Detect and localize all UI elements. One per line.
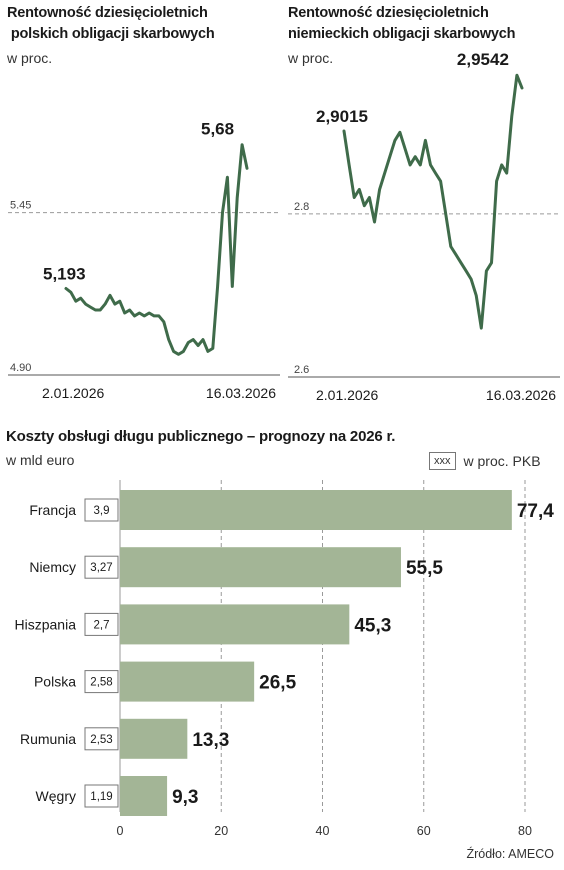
pct-gdp-value: 2,7 [94,619,110,631]
category-label: Polska [34,674,76,690]
pl-chart-title-line2: polskich obligacji skarbowych [7,26,215,42]
x-start-label: 2.01.2026 [316,387,378,403]
category-label: Francja [29,502,76,518]
de-chart-title-line2: niemieckich obligacji skarbowych [288,26,516,42]
bar-value-label: 13,3 [192,730,229,751]
pct-gdp-box [84,670,119,694]
category-label: Niemcy [29,559,76,575]
pl-line-chart: 5.45 4.90 2.01.2026 16.03.2026 5,193 5,68 [8,120,280,401]
y-tick-label: 2.8 [294,201,309,213]
category-label: Rumunia [20,731,76,747]
y-tick-label: 4.90 [10,362,31,374]
legend-pct-box: xxx [429,452,456,470]
pct-gdp-box [84,555,119,579]
bar [120,718,188,759]
bar [120,661,255,702]
first-value-label: 2,9015 [316,107,368,126]
costs-bar-chart: 0 20 40 60 80 Francja 3,9 77,4 Niemcy 3,27 55,5 His… [15,480,554,838]
bar [120,547,401,588]
yield-line [342,73,524,330]
pct-gdp-value: 2,53 [90,734,112,746]
pct-gdp-value: 3,9 [94,505,110,517]
bar-value-label: 77,4 [517,501,554,522]
pct-gdp-value: 1,19 [90,791,112,803]
bar-value-label: 45,3 [354,615,391,636]
pct-gdp-box [84,727,119,751]
bar [120,776,168,816]
costs-chart-title: Koszty obsługi długu publicznego – progn… [6,428,396,445]
pl-yield-panel: Rentowność dziesięcioletnich polskich ob… [0,0,282,410]
x-start-label: 2.01.2026 [42,385,104,401]
pct-gdp-value: 3,27 [90,562,112,574]
pl-chart-title-line1: Rentowność dziesięcioletnich [7,5,208,21]
category-label: Hiszpania [15,616,77,632]
de-chart-title-line1: Rentowność dziesięcioletnich [288,5,489,21]
first-value-label: 5,193 [43,264,86,283]
pct-gdp-box [84,612,119,636]
x-tick-label: 20 [214,824,228,838]
x-tick-label: 40 [316,824,330,838]
y-tick-label: 5.45 [10,200,31,212]
yield-line [64,143,249,356]
de-line-chart: 2.8 2.6 2.01.2026 16.03.2026 2,9015 2,9542 [288,50,560,403]
x-end-label: 16.03.2026 [206,385,276,401]
y-tick-label: 2.6 [294,364,309,376]
x-tick-label: 0 [117,824,124,838]
bar-value-label: 55,5 [406,558,443,579]
pct-gdp-value: 2,58 [90,677,112,689]
costs-chart-unit: w mld euro [6,452,75,468]
pct-gdp-box [84,784,119,808]
pct-gdp-box [84,498,119,522]
x-tick-label: 80 [518,824,532,838]
pl-chart-unit: w proc. [7,50,53,66]
bar-value-label: 9,3 [172,787,198,808]
x-end-label: 16.03.2026 [486,387,556,403]
legend-pct-label: w proc. PKB [463,453,541,469]
last-value-label: 2,9542 [457,50,509,69]
de-yield-panel: Rentowność dziesięcioletnich niemieckich… [282,0,564,410]
bar-value-label: 26,5 [259,673,296,694]
de-chart-unit: w proc. [288,50,334,66]
x-tick-label: 60 [417,824,431,838]
source-note: Źródło: AMECO [466,847,554,861]
costs-legend: xxx w proc. PKB [429,452,541,470]
bar [120,604,350,645]
last-value-label: 5,68 [201,120,234,139]
category-label: Węgry [36,788,76,804]
bar [120,490,512,530]
